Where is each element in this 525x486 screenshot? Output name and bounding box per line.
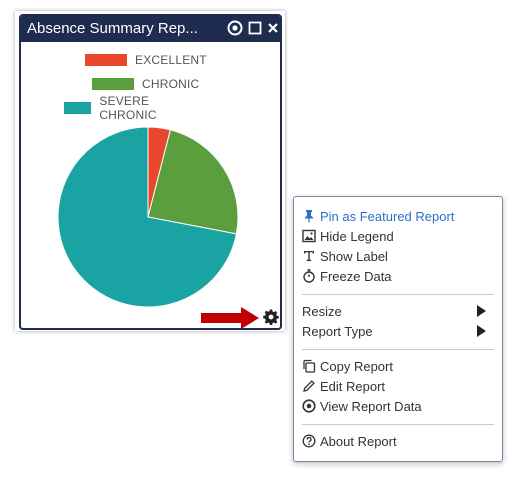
stopwatch-icon (303, 269, 315, 283)
red-arrow-annotation (201, 307, 259, 328)
legend-item-severe-chronic[interactable]: SEVERE CHRONIC (64, 94, 171, 122)
menu-item-edit-report[interactable]: Edit Report (302, 377, 492, 395)
menu-item-show-label[interactable]: Show Label (302, 247, 492, 265)
submenu-arrow-icon (477, 305, 486, 317)
legend-label: EXCELLENT (135, 53, 207, 67)
legend-swatch (92, 78, 134, 90)
legend-swatch (64, 102, 92, 114)
menu-item-report-type[interactable]: Report Type (302, 322, 492, 340)
menu-item-pin-featured[interactable]: Pin as Featured Report (302, 207, 492, 225)
view-data-icon (302, 399, 316, 413)
pie-slice-severe-chronic[interactable] (57, 126, 237, 308)
menu-item-label: Edit Report (320, 378, 386, 394)
menu-item-label: Resize (302, 303, 342, 319)
pie-chart (57, 126, 239, 308)
menu-item-label: Hide Legend (320, 228, 394, 244)
pencil-icon (303, 380, 315, 392)
legend-item-excellent[interactable]: EXCELLENT (85, 53, 207, 67)
text-cursor-icon (304, 251, 314, 261)
menu-item-label: Show Label (320, 248, 388, 264)
menu-item-label: View Report Data (320, 398, 422, 414)
menu-item-label: Pin as Featured Report (320, 208, 455, 224)
report-widget: Absence Summary Rep... EXCELLENT CHRONIC (15, 11, 285, 331)
legend-label: SEVERE CHRONIC (99, 94, 157, 122)
legend-item-chronic[interactable]: CHRONIC (92, 77, 199, 91)
help-icon (302, 434, 316, 448)
menu-separator (302, 294, 494, 295)
widget-header: Absence Summary Rep... (21, 16, 280, 42)
menu-item-copy-report[interactable]: Copy Report (302, 357, 492, 375)
pie-slice-chronic[interactable] (147, 129, 239, 235)
menu-item-about-report[interactable]: About Report (302, 432, 492, 450)
menu-item-view-report-data[interactable]: View Report Data (302, 397, 492, 415)
maximize-icon[interactable] (247, 20, 263, 36)
menu-item-label: About Report (320, 433, 397, 449)
menu-separator (302, 349, 494, 350)
legend-swatch (85, 54, 127, 66)
copy-icon (303, 359, 316, 373)
widget-frame: Absence Summary Rep... EXCELLENT CHRONIC (19, 14, 282, 330)
report-context-menu: Pin as Featured Report Hide Legend Show … (293, 196, 503, 462)
gear-icon[interactable] (263, 309, 279, 325)
pin-icon (305, 210, 313, 223)
legend-label: CHRONIC (142, 77, 200, 91)
widget-title: Absence Summary Rep... (27, 20, 198, 37)
menu-item-label: Freeze Data (320, 268, 392, 284)
close-icon[interactable] (265, 20, 281, 36)
menu-item-label: Report Type (302, 323, 373, 339)
menu-item-freeze-data[interactable]: Freeze Data (302, 267, 492, 285)
view-data-icon[interactable] (227, 20, 243, 36)
menu-item-label: Copy Report (320, 358, 393, 374)
submenu-arrow-icon (477, 325, 486, 337)
menu-item-hide-legend[interactable]: Hide Legend (302, 227, 492, 245)
image-icon (302, 229, 316, 243)
menu-item-resize[interactable]: Resize (302, 302, 492, 320)
menu-separator (302, 424, 494, 425)
